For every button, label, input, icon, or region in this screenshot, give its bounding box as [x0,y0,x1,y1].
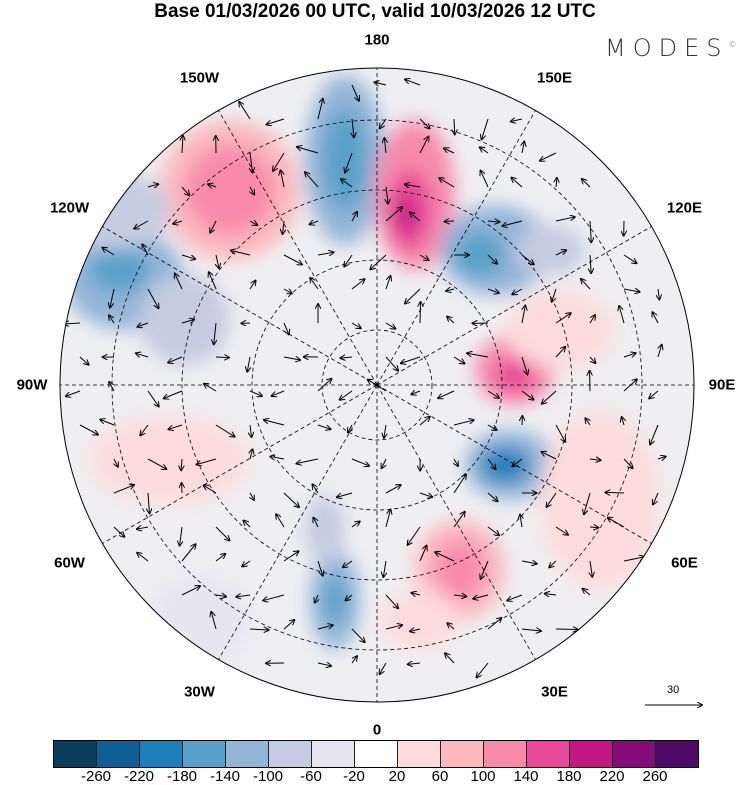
colorbar-swatch [527,741,570,767]
longitude-label: 150W [180,69,219,86]
colorbar-swatch [484,741,527,767]
anomaly-blob [435,540,485,600]
wind-vector [216,357,229,358]
wind-vector [445,221,454,222]
colorbar [53,740,699,768]
wind-vector [420,302,421,323]
reference-vector-label: 30 [667,684,679,696]
longitude-label: 180 [364,32,389,49]
anomaly-blob [380,590,460,650]
longitude-label: 30W [184,684,215,701]
colorbar-swatch [54,741,97,767]
colorbar-tick-label: -140 [210,768,240,785]
colorbar-tick-label: -180 [167,768,197,785]
wind-vector [556,629,578,630]
colorbar-swatch [312,741,355,767]
colorbar-tick-label: -60 [300,768,322,785]
colorbar-tick-label: -260 [81,768,111,785]
anomaly-blob [185,145,275,235]
anomaly-blob [150,575,250,665]
colorbar-tick-label: -100 [253,768,283,785]
colorbar-swatch [398,741,441,767]
longitude-label: 150E [537,69,572,86]
anomaly-blob [480,447,530,483]
colorbar-swatch [570,741,613,767]
longitude-label: 120E [667,199,702,216]
colorbar-swatch [183,741,226,767]
colorbar-swatch [441,741,484,767]
longitude-label: 60W [54,554,85,571]
longitude-label: 30E [541,684,568,701]
colorbar-tick-label: 140 [513,768,538,785]
longitude-label: 90E [709,377,736,394]
anomaly-blob [323,578,347,622]
colorbar-tick-label: 20 [389,768,406,785]
anomaly-blob [505,290,615,370]
colorbar-tick-label: -220 [124,768,154,785]
anomaly-blob [540,410,660,590]
anomaly-blob [515,225,585,275]
colorbar-tick-label: 100 [470,768,495,785]
colorbar-swatch [355,741,398,767]
colorbar-tick-label: 180 [556,768,581,785]
longitude-label: 120W [50,199,89,216]
anomaly-blob [323,110,367,210]
colorbar-swatch [226,741,269,767]
colorbar-tick-label: -20 [343,768,365,785]
colorbar-tick-label: 60 [432,768,449,785]
anomaly-blob [305,495,345,565]
anomaly-blob [90,248,150,292]
colorbar-swatch [269,741,312,767]
colorbar-tick-label: 220 [599,768,624,785]
longitude-label: 90W [17,377,48,394]
wind-vector [454,119,455,134]
wind-vector [605,492,624,493]
colorbar-swatch [613,741,656,767]
longitude-label: 0 [373,722,381,739]
colorbar-swatch [656,741,698,767]
colorbar-tick-label: 260 [642,768,667,785]
colorbar-swatch [140,741,183,767]
longitude-label: 60E [671,554,698,571]
colorbar-swatch [97,741,140,767]
